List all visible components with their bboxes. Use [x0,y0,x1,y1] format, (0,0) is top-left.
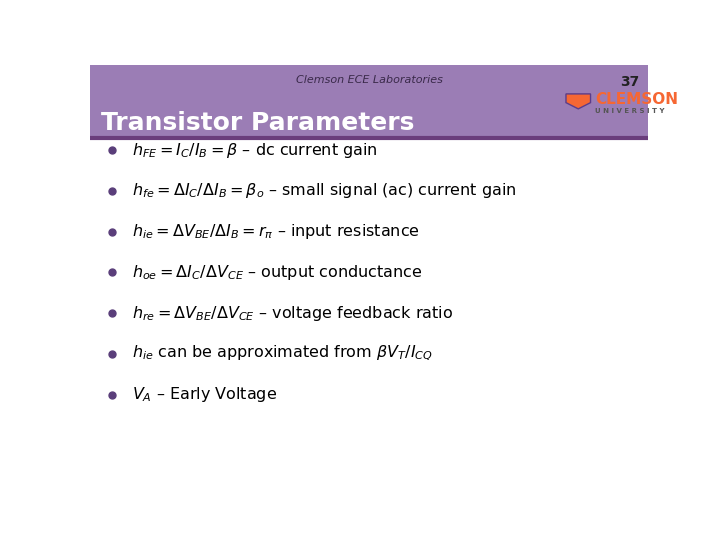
FancyBboxPatch shape [90,65,648,138]
Text: 37: 37 [621,75,639,89]
Text: $h_{ie}$ can be approximated from $\beta V_T/I_{CQ}$: $h_{ie}$ can be approximated from $\beta… [132,344,433,363]
Text: $h_{fe} = \Delta I_C/\Delta I_B = \beta_o$ – small signal (ac) current gain: $h_{fe} = \Delta I_C/\Delta I_B = \beta_… [132,181,516,200]
Text: U N I V E R S I T Y: U N I V E R S I T Y [595,109,665,114]
Text: $h_{ie} = \Delta V_{BE}/\Delta I_B = r_{\pi}$ – input resistance: $h_{ie} = \Delta V_{BE}/\Delta I_B = r_{… [132,222,420,241]
Text: $h_{FE} = I_C/I_B = \beta$ – dc current gain: $h_{FE} = I_C/I_B = \beta$ – dc current … [132,140,377,159]
Text: Transistor Parameters: Transistor Parameters [101,111,415,136]
Text: Clemson ECE Laboratories: Clemson ECE Laboratories [296,75,442,85]
Text: $h_{re} = \Delta V_{BE}/\Delta V_{CE}$ – voltage feedback ratio: $h_{re} = \Delta V_{BE}/\Delta V_{CE}$ –… [132,303,453,322]
Text: $V_A$ – Early Voltage: $V_A$ – Early Voltage [132,385,277,404]
Text: CLEMSON: CLEMSON [595,92,678,107]
Polygon shape [566,94,590,109]
Text: $h_{oe} = \Delta I_C/\Delta V_{CE}$ – output conductance: $h_{oe} = \Delta I_C/\Delta V_{CE}$ – ou… [132,263,422,282]
